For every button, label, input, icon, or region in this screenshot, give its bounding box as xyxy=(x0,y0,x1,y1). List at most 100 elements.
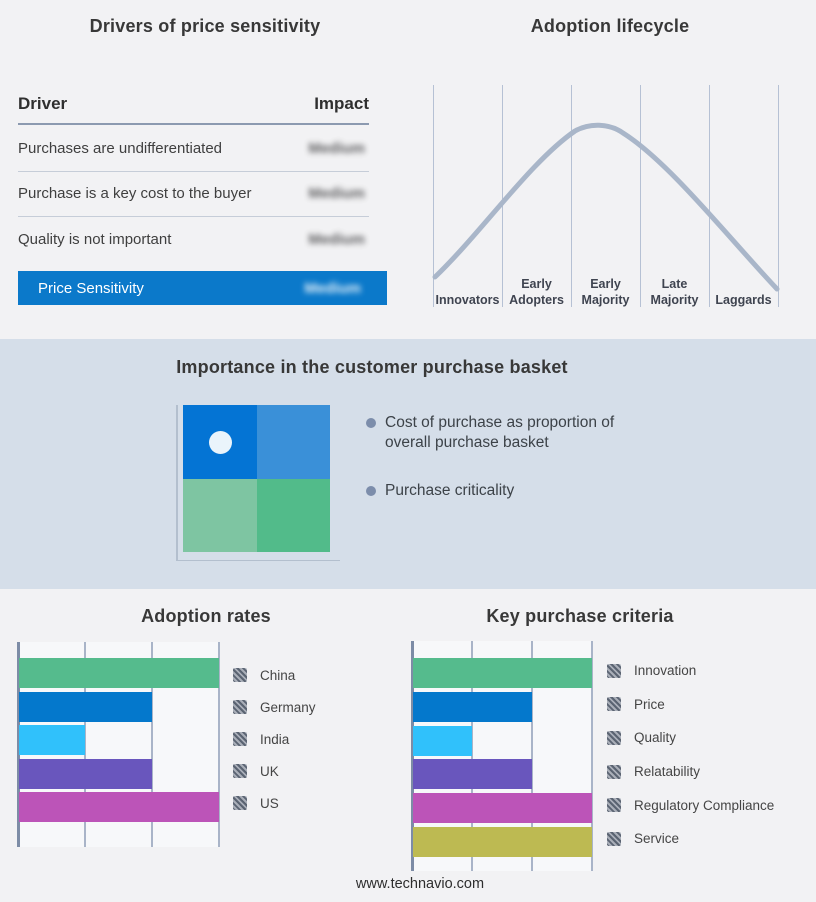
lifecycle-title: Adoption lifecycle xyxy=(530,16,690,36)
legend-item: Innovation xyxy=(607,654,774,688)
bar-china xyxy=(19,658,219,688)
bar-regulatory-compliance xyxy=(413,793,592,824)
driver-table-row: Quality is not important Medium xyxy=(18,217,369,262)
adoption-rates-legend: China Germany India UK US xyxy=(233,659,316,819)
key-purchase-criteria-title: Key purchase criteria xyxy=(486,606,674,626)
key-purchase-criteria-chart xyxy=(411,641,593,871)
summary-label: Price Sensitivity xyxy=(38,279,144,297)
x-gridline xyxy=(531,641,533,871)
x-gridline xyxy=(591,641,593,871)
drivers-table-header: Driver Impact xyxy=(18,94,369,125)
legend-item: Regulatory Compliance xyxy=(607,788,774,822)
matrix-position-dot xyxy=(209,431,232,454)
impact-cell-blurred: Medium xyxy=(308,185,365,203)
price-sensitivity-summary-row: Price Sensitivity Medium xyxy=(18,271,387,305)
bar-uk xyxy=(19,758,153,789)
y-axis-line xyxy=(411,641,414,871)
bar-price xyxy=(413,691,533,722)
hatched-swatch-icon xyxy=(607,764,621,779)
driver-cell: Purchase is a key cost to the buyer xyxy=(18,185,252,203)
lifecycle-plot xyxy=(432,85,780,307)
driver-table-row: Purchase is a key cost to the buyer Mediu… xyxy=(18,172,369,217)
x-gridline xyxy=(84,642,86,847)
legend-label: Regulatory Compliance xyxy=(634,797,775,813)
legend-item: US xyxy=(233,787,316,819)
lifecycle-curve xyxy=(432,122,780,292)
lifecycle-stage-label: Laggards xyxy=(715,292,772,307)
impact-cell-blurred: Medium xyxy=(308,139,365,157)
legend-item: UK xyxy=(233,755,316,787)
legend-item: China xyxy=(233,659,316,691)
legend-label: China xyxy=(260,667,296,683)
hatched-swatch-icon xyxy=(233,764,247,778)
matrix-quadrant-top-right xyxy=(256,405,330,479)
legend-label: Price xyxy=(634,696,665,712)
bar-relatability xyxy=(413,759,533,790)
lifecycle-gridline xyxy=(571,85,572,307)
driver-cell: Purchases are undifferentiated xyxy=(18,139,223,157)
legend-label: Quality xyxy=(634,730,677,746)
impact-cell-blurred: Medium xyxy=(308,230,365,248)
driver-cell: Quality is not important xyxy=(18,230,172,248)
bar-us xyxy=(19,792,219,823)
legend-label: Service xyxy=(634,831,680,847)
legend-item: Germany xyxy=(233,691,316,723)
summary-impact-value: Medium xyxy=(304,279,361,297)
adoption-rates-chart xyxy=(17,642,220,847)
basket-title: Importance in the customer purchase bask… xyxy=(176,357,568,377)
hatched-swatch-icon xyxy=(607,798,621,813)
hatched-swatch-icon xyxy=(607,831,621,846)
lifecycle-gridline xyxy=(433,85,434,307)
lifecycle-stage-label: Early Majority xyxy=(581,276,630,307)
bullet-text: Purchase criticality xyxy=(385,481,515,499)
bar-germany xyxy=(19,691,153,722)
drivers-table-body: Purchases are undifferentiated Medium Purc… xyxy=(18,126,369,262)
matrix-quadrant-top-left xyxy=(183,405,257,479)
hatched-swatch-icon xyxy=(233,732,247,746)
key-purchase-criteria-legend: Innovation Price Quality Relatability Regula… xyxy=(607,654,774,856)
website-link: www.technavio.com xyxy=(355,876,485,892)
legend-item: Service xyxy=(607,822,774,856)
lifecycle-stage-label: Early Adopters xyxy=(509,276,564,307)
basket-bullet: Cost of purchase as proportion of overal… xyxy=(366,413,628,454)
legend-label: UK xyxy=(260,763,279,779)
legend-item: Relatability xyxy=(607,755,774,789)
legend-label: India xyxy=(260,731,290,747)
lifecycle-stage-label: Late Majority xyxy=(650,276,699,307)
x-gridline xyxy=(471,641,473,871)
legend-label: Innovation xyxy=(634,663,697,679)
legend-label: Relatability xyxy=(634,764,701,780)
purchase-basket-matrix xyxy=(183,405,330,552)
bar-service xyxy=(413,827,592,857)
adoption-rates-title: Adoption rates xyxy=(141,606,271,626)
x-gridline xyxy=(218,642,220,847)
bullet-text: Cost of purchase as proportion of overal… xyxy=(385,414,615,452)
x-gridline xyxy=(151,642,153,847)
hatched-swatch-icon xyxy=(607,663,621,678)
drivers-title: Drivers of price sensitivity xyxy=(89,16,321,36)
hatched-swatch-icon xyxy=(233,796,247,810)
bar-innovation xyxy=(413,658,592,688)
legend-item: India xyxy=(233,723,316,755)
basket-bullet: Purchase criticality xyxy=(366,481,628,501)
lifecycle-gridline xyxy=(640,85,641,307)
driver-table-row: Purchases are undifferentiated Medium xyxy=(18,126,369,172)
lifecycle-gridline xyxy=(778,85,779,307)
legend-item: Quality xyxy=(607,721,774,755)
bullet-dot-icon xyxy=(366,418,376,428)
bar-india xyxy=(19,725,85,756)
drivers-col-driver: Driver xyxy=(18,94,68,113)
bullet-dot-icon xyxy=(366,485,376,496)
matrix-quadrant-bottom-left xyxy=(183,478,257,552)
lifecycle-stage-label: Innovators xyxy=(435,292,500,307)
hatched-swatch-icon xyxy=(607,730,621,745)
legend-label: US xyxy=(260,795,279,811)
bar-quality xyxy=(413,725,472,756)
lifecycle-gridline xyxy=(502,85,503,307)
legend-label: Germany xyxy=(260,699,316,715)
matrix-quadrant-bottom-right xyxy=(256,478,330,552)
matrix-y-axis xyxy=(176,405,178,561)
basket-bullet-list: Cost of purchase as proportion of overal… xyxy=(366,413,628,528)
hatched-swatch-icon xyxy=(233,668,247,682)
